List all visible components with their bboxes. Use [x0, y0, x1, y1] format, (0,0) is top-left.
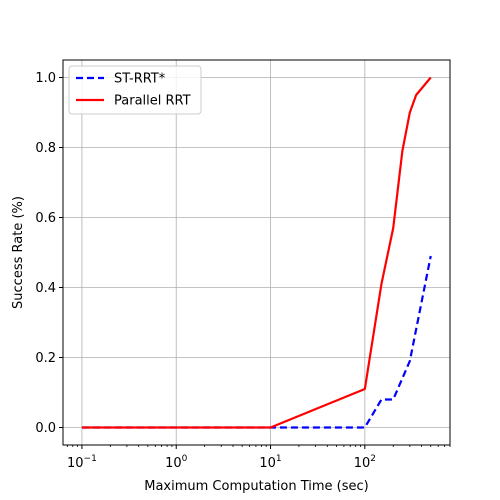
x-tick-label: 101: [259, 454, 281, 471]
y-axis-label: Success Rate (%): [11, 196, 26, 309]
y-tick-label: 0.0: [35, 421, 56, 436]
x-tick-exponent: 2: [370, 454, 376, 464]
x-axis-label: Maximum Computation Time (sec): [144, 479, 368, 494]
x-tick-label: 100: [165, 454, 188, 471]
y-tick-label: 0.4: [35, 281, 56, 296]
x-tick-exponent: −1: [84, 454, 97, 464]
x-tick-base: 10: [354, 456, 371, 471]
legend-label-st-rrt: ST-RRT*: [114, 72, 166, 87]
x-tick-label: 102: [354, 454, 376, 471]
plot-frame: [62, 59, 451, 446]
x-tick-label: 10−1: [67, 454, 97, 471]
series-lines: [81, 76, 432, 429]
x-tick-base: 10: [67, 456, 84, 471]
series-line-0: [81, 255, 432, 429]
x-tick-exponent: 1: [276, 454, 282, 464]
x-tick-exponent: 0: [182, 454, 188, 464]
y-tick-label: 1.0: [35, 71, 56, 86]
y-tick-label: 0.6: [35, 211, 56, 226]
x-tick-base: 10: [259, 456, 276, 471]
legend-label-parallel-rrt: Parallel RRT: [114, 94, 191, 109]
series-line-1: [81, 76, 432, 429]
y-tick-label: 0.2: [35, 351, 56, 366]
y-tick-label: 0.8: [35, 141, 56, 156]
grid: [63, 60, 450, 445]
x-tick-base: 10: [165, 456, 182, 471]
legend: ST-RRT* Parallel RRT: [68, 65, 202, 115]
